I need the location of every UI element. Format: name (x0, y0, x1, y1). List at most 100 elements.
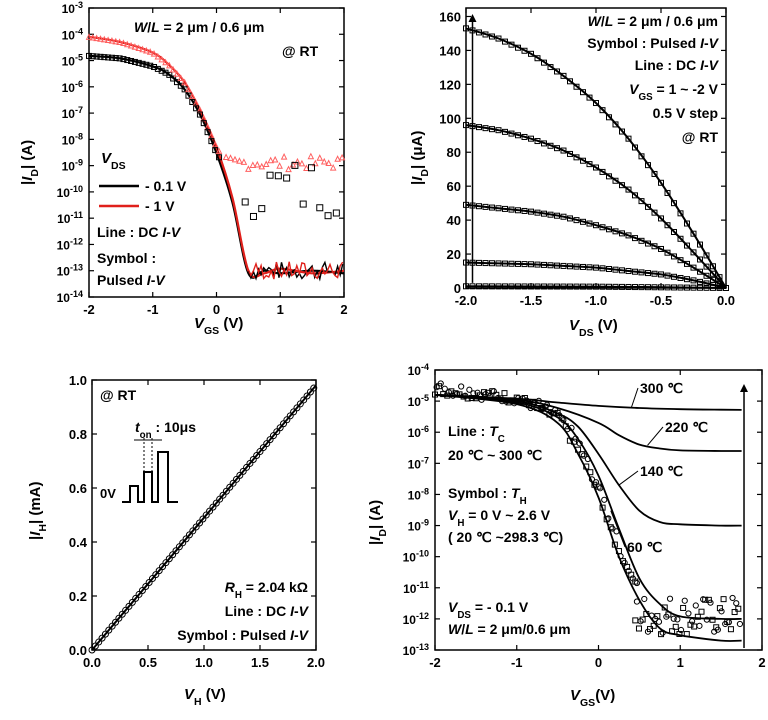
data-point (249, 161, 257, 168)
data-point (85, 33, 93, 40)
data-point (625, 283, 632, 290)
y-tick-label: 10-9 (62, 158, 83, 174)
data-point (498, 398, 506, 405)
data-point (609, 525, 616, 532)
data-point (476, 124, 482, 131)
chart-a: -2 -1 0 1 2 10-14 10-13 10-12 10-11 10-10 10-9 10-8… (19, 0, 348, 337)
data-point (298, 159, 306, 167)
x-axis-label: VDS (V) (569, 317, 618, 339)
data-point (534, 261, 541, 268)
data-point (515, 260, 521, 267)
data-point (597, 485, 604, 492)
data-point (466, 386, 473, 393)
data-point (316, 154, 324, 161)
curve-label-140: 140 ℃ (640, 463, 683, 479)
x-tick-label: 1 (677, 655, 684, 670)
data-point (680, 604, 687, 611)
y-tick-label: 1.0 (69, 373, 87, 388)
data-point (547, 283, 554, 290)
annotation-line: Line : TC (448, 423, 505, 445)
annotation-wl: W/L = 2 μm / 0.6 μm (134, 19, 264, 35)
x-tick-label: 1.0 (195, 655, 213, 670)
data-point (733, 600, 740, 607)
data-point (508, 283, 515, 290)
data-point (643, 610, 650, 617)
data-point (567, 150, 573, 157)
data-point (515, 44, 521, 51)
data-point (703, 252, 710, 259)
pulse-waveform (122, 451, 178, 503)
data-point (440, 391, 447, 398)
data-point (651, 170, 658, 177)
data-point (560, 262, 567, 269)
data-point (245, 165, 252, 172)
y-axis-label: |ID| (A) (19, 140, 41, 185)
data-point (703, 272, 710, 279)
y-tick-label: 0.0 (69, 643, 87, 658)
data-point (528, 135, 534, 142)
data-point (550, 410, 557, 417)
data-point (508, 206, 515, 213)
data-point (632, 144, 638, 151)
data-point (632, 235, 638, 242)
data-point (444, 392, 451, 399)
annotation-vds: VDS = - 0.1 V (448, 599, 529, 621)
annotation-wl: W/L = 2 μm/0.6 μm (448, 621, 571, 637)
data-point (573, 263, 580, 270)
data-point (599, 265, 606, 272)
data-point (158, 55, 165, 63)
y-tick-label: 10-6 (62, 79, 83, 95)
data-point (670, 615, 677, 622)
data-point (725, 619, 732, 626)
data-point (558, 415, 565, 422)
y-axis-label: |ID| (A) (367, 500, 389, 545)
data-point (735, 605, 742, 612)
data-point (727, 626, 734, 633)
data-point (666, 595, 674, 602)
data-point (554, 68, 560, 75)
data-point (299, 200, 307, 208)
data-point (684, 242, 690, 249)
data-point (463, 122, 469, 129)
data-point (645, 162, 651, 169)
data-point (485, 389, 492, 396)
data-point (489, 126, 495, 133)
data-point (654, 613, 661, 620)
data-point (684, 260, 690, 267)
data-point (97, 53, 104, 60)
y-tick-label: 10-14 (57, 289, 83, 305)
chart-d: -2 -1 0 1 2 10-13 10-12 10-11 10-10 10-9 10-8 10-7 1… (367, 362, 766, 709)
y-tick-label: 10-10 (403, 549, 429, 565)
data-point (253, 160, 261, 168)
data-point (632, 192, 638, 199)
data-point (632, 268, 638, 275)
data-point (718, 608, 725, 615)
data-point (547, 64, 554, 71)
data-point (694, 613, 701, 620)
data-point (554, 212, 560, 219)
y-tick-label: 10-4 (62, 26, 83, 42)
data-point (241, 198, 249, 206)
y-axis-label: |IH| (mA) (27, 482, 49, 541)
data-point (116, 55, 123, 62)
data-point (131, 58, 138, 65)
data-point (534, 283, 541, 290)
y-tick-label: 10-4 (408, 362, 429, 378)
data-point (276, 162, 283, 169)
data-point (658, 245, 664, 252)
data-point (677, 274, 684, 281)
data-point (638, 198, 645, 205)
annotation-line: Line : DC I-V (225, 603, 310, 619)
data-point (691, 623, 698, 630)
data-point (204, 129, 211, 136)
annotation-line: Line : DC I-V (635, 57, 720, 73)
y-tick-label: 10-5 (62, 53, 83, 69)
data-point (139, 60, 146, 67)
data-point (690, 249, 697, 256)
data-point (501, 390, 508, 397)
x-tick-label: -2.0 (455, 293, 477, 308)
data-point (731, 609, 738, 616)
data-point (528, 261, 534, 268)
data-point (664, 272, 671, 279)
annotation-0v: 0V (100, 486, 116, 501)
